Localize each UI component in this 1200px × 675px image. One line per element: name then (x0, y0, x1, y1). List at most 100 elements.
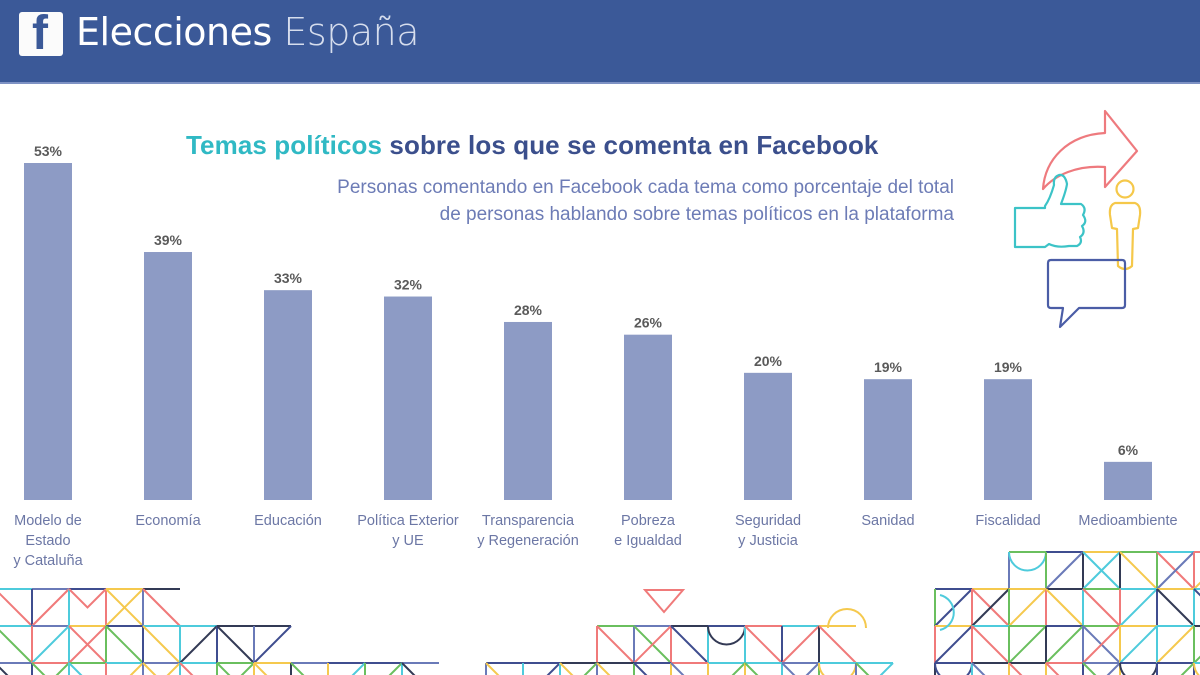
pattern-shape (1008, 588, 1047, 627)
pattern-shape (0, 592, 33, 627)
facebook-logo-icon: f (19, 12, 63, 56)
pattern-shape (31, 662, 70, 675)
pattern-shape (781, 662, 820, 675)
pattern-shape (179, 625, 218, 664)
pattern-shape (485, 662, 500, 675)
speech-bubble-icon (1046, 258, 1127, 329)
pattern-shape (546, 662, 561, 675)
pattern-shape (818, 662, 857, 675)
bars-group (24, 163, 1152, 500)
pattern-shape (142, 588, 181, 627)
pattern-shape (971, 662, 986, 675)
category-label-3: Política Exterior y UE (357, 513, 459, 549)
pattern-shape (934, 625, 973, 664)
pattern-shape (1082, 588, 1121, 627)
pattern-shape (68, 662, 83, 675)
pattern-shape (1119, 588, 1158, 627)
pattern-shape (105, 625, 144, 664)
pattern-shape (1193, 662, 1200, 675)
pattern-shape (670, 625, 709, 664)
category-label-2: Educación (254, 513, 322, 529)
pattern-shape (583, 662, 598, 675)
pattern-shape (879, 662, 894, 675)
value-label-0: 53% (34, 143, 63, 159)
category-label-4: Transparencia y Regeneración (477, 513, 579, 549)
bar-4 (504, 321, 552, 500)
pattern-shape (142, 662, 181, 675)
pattern-shape (1008, 662, 1023, 675)
pattern-shape (827, 608, 867, 629)
pattern-shape (1119, 625, 1158, 664)
pattern-shape (0, 629, 33, 664)
pattern-shape (1156, 625, 1195, 664)
bar-0 (24, 163, 72, 500)
category-labels-group: Modelo de Estado y Cataluña Economía Educaci… (13, 513, 1177, 569)
pattern-shape (971, 588, 1010, 627)
pattern-shape (559, 662, 574, 675)
bar-3 (384, 296, 432, 500)
bar-9 (1104, 461, 1152, 500)
thumbs-up-icon (1013, 173, 1087, 249)
pattern-shape (707, 625, 746, 646)
pattern-shape (179, 662, 194, 675)
pattern-shape (781, 625, 820, 664)
chart-title-rest: sobre los que se comenta en Facebook (382, 130, 879, 160)
pattern-shape (68, 588, 107, 609)
pattern-shape (1045, 551, 1084, 590)
pattern-shape (1082, 551, 1121, 590)
pattern-shape (388, 662, 403, 675)
bar-2 (264, 290, 312, 500)
pattern-shape (1045, 588, 1084, 627)
value-label-6: 20% (754, 353, 783, 369)
pattern-shape (0, 666, 9, 675)
category-label-8: Fiscalidad (975, 513, 1040, 529)
pattern-shape (670, 662, 685, 675)
category-label-5: Pobreza e Igualdad (614, 513, 682, 549)
pattern-shape (253, 625, 292, 664)
category-label-9: Medioambiente (1078, 513, 1177, 529)
header-bar: f Elecciones España (0, 0, 1200, 84)
value-label-9: 6% (1118, 442, 1139, 458)
pattern-shape (642, 589, 686, 614)
chart-subtitle-line-2: de personas hablando sobre temas polític… (439, 204, 954, 225)
pattern-shape (596, 625, 635, 664)
value-label-7: 19% (874, 359, 903, 375)
category-label-0: Modelo de Estado y Cataluña (13, 513, 83, 569)
pattern-shape (744, 662, 759, 675)
pattern-shape (633, 662, 648, 675)
value-label-2: 33% (274, 270, 303, 286)
person-icon-head (1115, 179, 1135, 199)
pattern-shape (290, 662, 305, 675)
pattern-shape (1180, 662, 1195, 675)
social-icons-illustration (1013, 109, 1142, 329)
category-label-1: Economía (135, 513, 201, 529)
pattern-shape (129, 662, 144, 675)
pattern-shape (1156, 588, 1195, 627)
value-label-1: 39% (154, 232, 183, 248)
pattern-shape (633, 625, 672, 664)
pattern-shape (744, 625, 783, 664)
pattern-shape (68, 625, 107, 664)
pattern-shape (939, 594, 955, 631)
pattern-shape (596, 662, 611, 675)
pattern-shape (401, 662, 416, 675)
pattern-shape (1008, 551, 1047, 572)
pattern-shape (216, 662, 255, 675)
category-label-7: Sanidad (861, 513, 914, 529)
pattern-shape (971, 625, 1010, 664)
pattern-shape (1106, 662, 1121, 675)
chart-title: Temas políticos sobre los que se comenta… (186, 130, 878, 161)
pattern-shape (1082, 662, 1097, 675)
header-title: Elecciones España (76, 10, 419, 54)
value-label-8: 19% (994, 359, 1023, 375)
pattern-shape (1082, 625, 1121, 664)
pattern-shape (142, 625, 181, 664)
value-label-4: 28% (514, 302, 543, 318)
pattern-shape (1008, 625, 1047, 664)
pattern-shape (1045, 662, 1060, 675)
pattern-shape (855, 662, 870, 675)
pattern-shape (731, 662, 746, 675)
bar-6 (744, 372, 792, 500)
pattern-shape (105, 588, 144, 627)
